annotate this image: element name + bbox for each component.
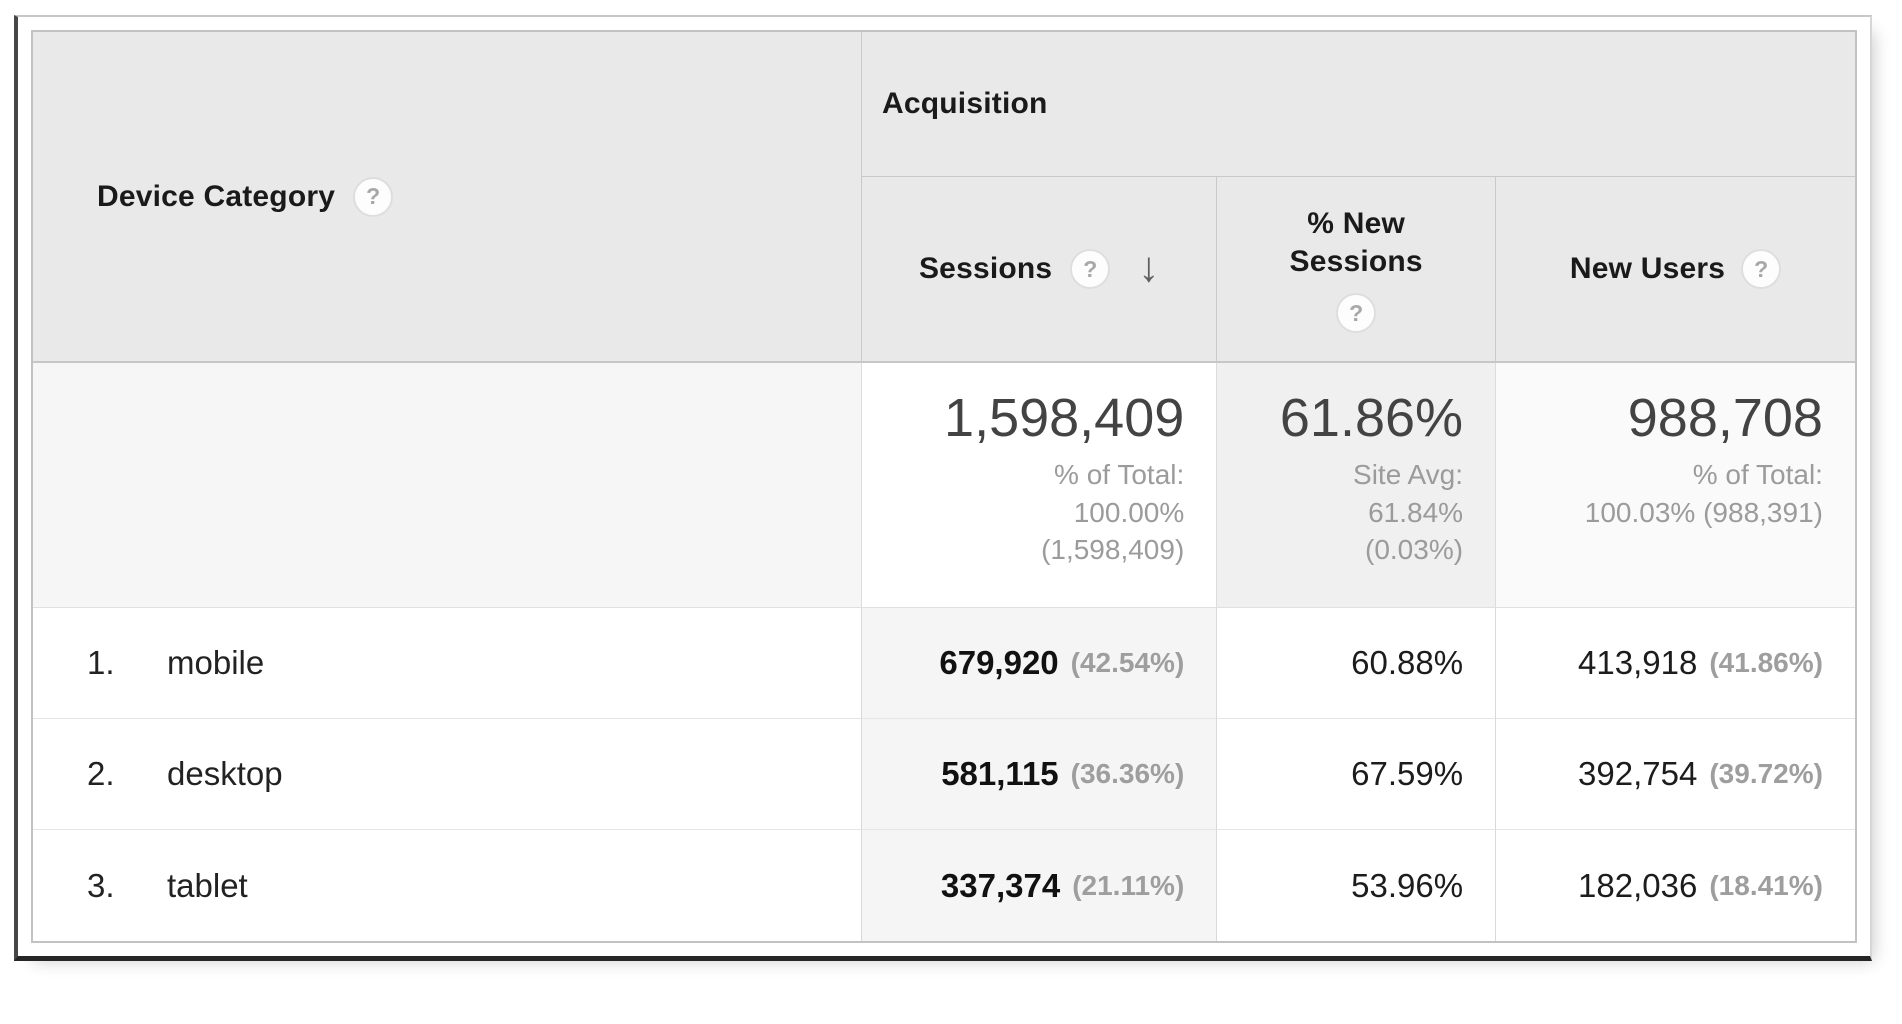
metric-group-header-acquisition: Acquisition: [862, 32, 1855, 177]
sessions-value: 679,920: [939, 644, 1059, 681]
column-header-new-users[interactable]: New Users ?: [1496, 177, 1855, 363]
sessions-total-note: % of Total: 100.00% (1,598,409): [1041, 459, 1185, 566]
new-users-share: (18.41%): [1709, 869, 1823, 901]
help-glyph: ?: [1754, 255, 1769, 282]
new-users-header-label: New Users: [1569, 252, 1726, 285]
sessions-value-cell: 337,374 (21.11%): [862, 830, 1218, 941]
summary-new-users-cell: 988,708 % of Total: 100.03% (988,391): [1496, 363, 1855, 608]
help-icon[interactable]: ?: [353, 176, 394, 217]
percent-new-sessions-value: 67.59%: [1351, 755, 1464, 792]
summary-sessions-cell: 1,598,409 % of Total: 100.00% (1,598,409…: [862, 363, 1218, 608]
device-link-mobile[interactable]: mobile: [167, 644, 265, 681]
new-users-total-note: % of Total: 100.03% (988,391): [1584, 459, 1823, 528]
sessions-value: 337,374: [940, 866, 1061, 904]
sessions-value: 581,115: [941, 755, 1059, 792]
table-row-device-cell: 3. tablet: [33, 830, 862, 941]
row-rank: 3.: [87, 866, 115, 904]
percent-new-sessions-total-note: Site Avg: 61.84% (0.03%): [1353, 459, 1464, 566]
table-row-device-cell: 2. desktop: [33, 719, 862, 830]
percent-new-sessions-value: 53.96%: [1351, 866, 1464, 904]
table-row-device-cell: 1. mobile: [33, 608, 862, 719]
help-glyph: ?: [1083, 255, 1098, 282]
summary-device-category-cell: [33, 363, 862, 608]
sessions-header-label: Sessions: [918, 252, 1053, 285]
new-users-value-cell: 392,754 (39.72%): [1496, 719, 1855, 830]
sessions-value-cell: 679,920 (42.54%): [862, 608, 1218, 719]
row-rank: 2.: [87, 755, 115, 792]
new-users-share: (39.72%): [1709, 758, 1823, 789]
device-link-desktop[interactable]: desktop: [167, 755, 283, 792]
help-glyph: ?: [1349, 299, 1364, 326]
report-screenshot-card: Device Category ? Acquisition Sessions ?…: [14, 15, 1872, 961]
column-header-sessions[interactable]: Sessions ? ↓: [862, 177, 1218, 363]
new-users-total-value: 988,708: [1627, 388, 1823, 448]
new-users-value: 413,918: [1578, 644, 1698, 681]
acquisition-header-label: Acquisition: [882, 87, 1048, 120]
help-icon[interactable]: ?: [1070, 249, 1111, 289]
percent-new-sessions-value-cell: 60.88%: [1217, 608, 1497, 719]
column-header-percent-new-sessions[interactable]: % New Sessions ?: [1217, 177, 1497, 363]
percent-new-sessions-header-label: % New Sessions: [1289, 206, 1423, 278]
sessions-share: (42.54%): [1070, 647, 1185, 678]
percent-new-sessions-value: 60.88%: [1351, 644, 1464, 681]
percent-new-sessions-value-cell: 53.96%: [1217, 830, 1497, 941]
column-header-device-category[interactable]: Device Category ?: [33, 32, 862, 363]
sessions-share: (21.11%): [1072, 869, 1185, 901]
new-users-value: 182,036: [1578, 866, 1698, 904]
new-users-share: (41.86%): [1709, 647, 1823, 678]
sort-descending-icon[interactable]: ↓: [1138, 243, 1160, 290]
sessions-share: (36.36%): [1070, 758, 1185, 789]
device-link-tablet[interactable]: tablet: [167, 866, 248, 904]
help-glyph: ?: [366, 183, 381, 209]
summary-percent-new-sessions-cell: 61.86% Site Avg: 61.84% (0.03%): [1217, 363, 1497, 608]
new-users-value-cell: 182,036 (18.41%): [1496, 830, 1855, 941]
sessions-value-cell: 581,115 (36.36%): [862, 719, 1218, 830]
percent-new-sessions-total-value: 61.86%: [1279, 388, 1464, 448]
device-category-table: Device Category ? Acquisition Sessions ?…: [31, 30, 1857, 943]
percent-new-sessions-value-cell: 67.59%: [1217, 719, 1497, 830]
sessions-total-value: 1,598,409: [944, 388, 1185, 448]
help-icon[interactable]: ?: [1336, 293, 1377, 334]
device-category-header-label: Device Category: [97, 179, 336, 213]
help-icon[interactable]: ?: [1741, 249, 1782, 289]
row-rank: 1.: [87, 644, 115, 681]
new-users-value-cell: 413,918 (41.86%): [1496, 608, 1855, 719]
new-users-value: 392,754: [1578, 755, 1698, 792]
